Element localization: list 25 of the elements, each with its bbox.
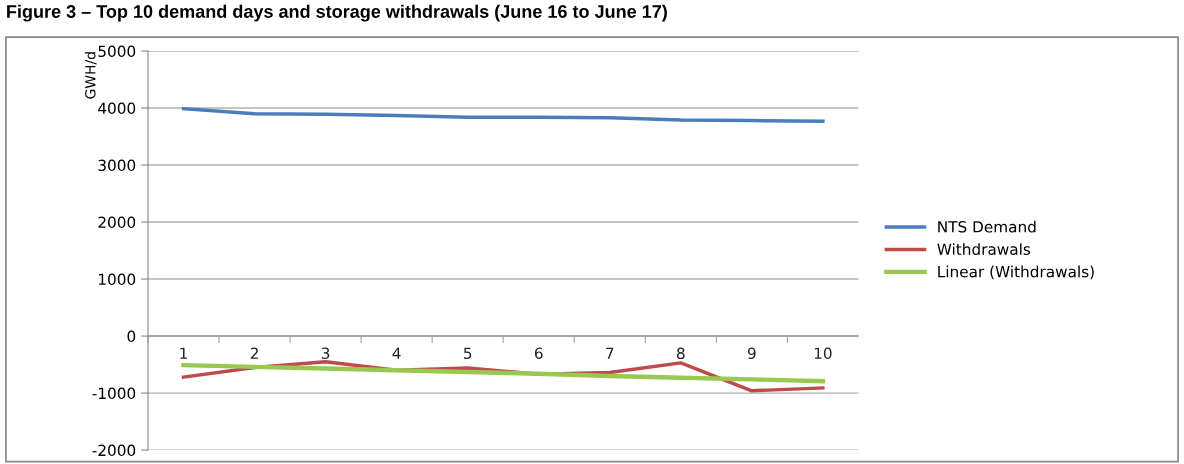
x-tick-label: 10 [814,347,832,360]
y-axis-title: GWH/d [84,52,97,99]
y-tick-label: 2000 [98,216,136,229]
x-tick-label: 6 [534,347,543,360]
y-tick-label: 0 [127,330,136,343]
x-tick-label: 4 [392,347,401,359]
y-tick-label: 3000 [98,159,136,172]
legend-label: NTS Demand [938,220,1036,233]
y-tick-label: 4000 [98,102,136,115]
y-tick-label: -1000 [92,387,136,400]
x-tick-label: 8 [676,347,685,360]
y-tick-label: 5000 [98,45,136,58]
x-tick-label: 9 [747,347,756,360]
x-tick-label: 2 [250,347,258,359]
x-tick-label: 7 [606,347,614,359]
legend-label: Linear (Withdrawals) [938,265,1094,280]
y-tick-label: -2000 [92,444,136,457]
y-tick-label: 1000 [98,273,136,286]
chart-title: Figure 3 – Top 10 demand days and storage withdrawals (June 16 to June 17) [7,4,667,22]
line-series [181,362,826,384]
line-series [181,106,825,123]
legend-label: Withdrawals [937,243,1031,255]
x-tick-label: 1 [180,347,187,359]
x-tick-label: 5 [464,347,472,360]
x-tick-label: 3 [321,347,330,360]
